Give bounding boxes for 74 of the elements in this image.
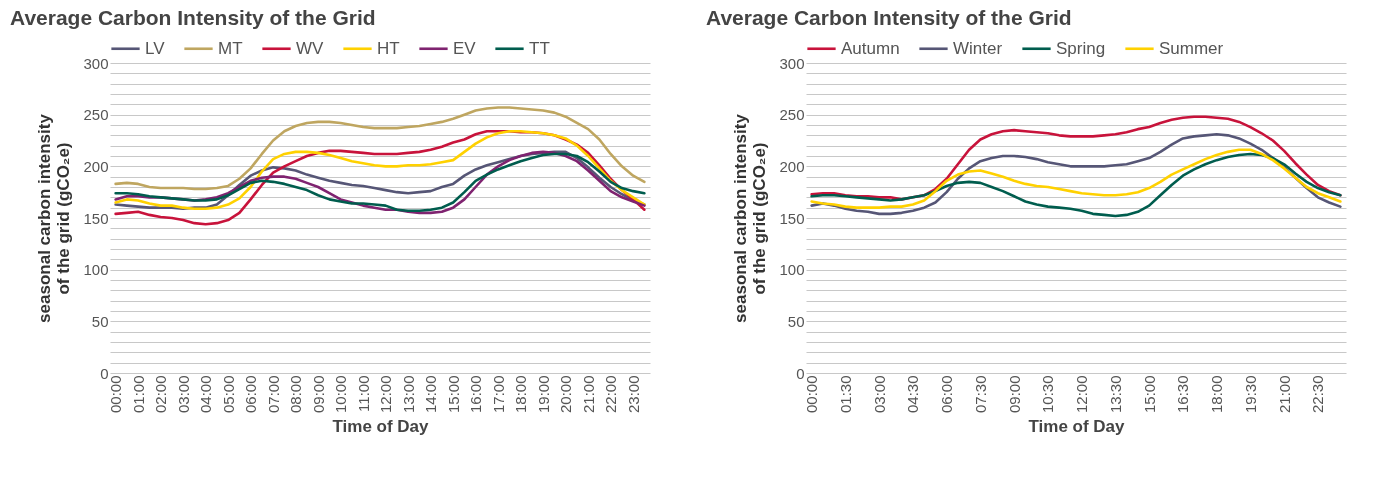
y-tick-label: 200	[83, 157, 109, 175]
legend-label: MT	[218, 38, 243, 58]
legend-label: LV	[145, 38, 166, 58]
x-tick-label: 11:00	[354, 375, 372, 412]
y-tick-label: 100	[779, 261, 805, 279]
x-tick-label: 05:00	[219, 375, 237, 414]
x-tick-label: 22:30	[1309, 375, 1327, 414]
legend-label: WV	[296, 38, 325, 58]
x-tick-label: 09:00	[309, 375, 327, 414]
x-tick-label: 13:00	[399, 375, 417, 414]
chart-title: Average Carbon Intensity of the Grid	[10, 6, 376, 29]
x-tick-label: 09:00	[1005, 375, 1023, 414]
x-tick-label: 14:00	[422, 375, 440, 414]
x-tick-label: 04:00	[197, 375, 215, 414]
x-tick-label: 06:00	[242, 375, 260, 414]
y-tick-label: 50	[91, 312, 109, 330]
legend-label: HT	[377, 38, 400, 58]
legend-label: EV	[453, 38, 477, 58]
line-series	[810, 152, 1342, 218]
x-tick-label: 08:00	[287, 375, 305, 414]
x-tick-label: 10:00	[332, 375, 350, 414]
x-axis-title: Time of Day	[332, 417, 430, 437]
x-tick-label: 00:00	[107, 375, 125, 414]
line-series	[810, 148, 1342, 209]
x-axis-title: Time of Day	[1028, 417, 1126, 437]
x-tick-label: 15:00	[444, 375, 462, 414]
x-tick-label: 19:00	[534, 375, 552, 414]
x-tick-label: 19:30	[1241, 375, 1259, 414]
x-tick-label: 01:00	[129, 375, 147, 414]
legend-label: Spring	[1056, 38, 1106, 58]
x-tick-label: 03:00	[870, 375, 888, 414]
x-tick-label: 20:00	[557, 375, 575, 414]
x-tick-label: 07:30	[971, 375, 989, 414]
x-tick-label: 22:00	[602, 375, 620, 414]
legend-label: Autumn	[841, 38, 900, 58]
x-tick-label: 03:00	[174, 375, 192, 414]
x-tick-label: 21:00	[1275, 375, 1293, 414]
y-axis-title: seasonal carbon intensity of the grid (gCO₂e)	[35, 113, 74, 323]
line-series	[114, 106, 646, 191]
x-tick-label: 18:00	[512, 375, 530, 414]
x-tick-label: 04:30	[904, 375, 922, 414]
x-tick-label: 06:00	[938, 375, 956, 414]
y-tick-label: 100	[83, 261, 109, 279]
legend-label: Summer	[1159, 38, 1224, 58]
legend-label: TT	[529, 38, 550, 58]
x-tick-label: 07:00	[264, 375, 282, 414]
y-tick-label: 250	[779, 106, 805, 124]
x-tick-label: 00:00	[803, 375, 821, 414]
x-tick-label: 16:00	[467, 375, 485, 414]
x-tick-label: 17:00	[489, 375, 507, 414]
y-tick-label: 300	[83, 54, 109, 72]
y-tick-label: 50	[787, 312, 805, 330]
y-tick-label: 250	[83, 106, 109, 124]
y-tick-label: 0	[100, 364, 109, 382]
x-tick-label: 21:00	[579, 375, 597, 414]
x-tick-label: 10:30	[1039, 375, 1057, 414]
x-tick-label: 16:30	[1174, 375, 1192, 414]
line-series	[114, 129, 646, 210]
y-tick-label: 0	[796, 364, 805, 382]
x-tick-label: 02:00	[152, 375, 170, 414]
y-tick-label: 150	[779, 209, 805, 227]
y-tick-label: 150	[83, 209, 109, 227]
x-tick-label: 01:30	[836, 375, 854, 414]
chart-title: Average Carbon Intensity of the Grid	[706, 6, 1072, 29]
x-tick-label: 15:00	[1140, 375, 1158, 414]
x-tick-label: 12:00	[1073, 375, 1091, 414]
y-tick-label: 200	[779, 157, 805, 175]
x-tick-label: 12:00	[377, 375, 395, 414]
x-tick-label: 23:00	[624, 375, 642, 414]
x-tick-label: 13:30	[1106, 375, 1124, 414]
legend-label: Winter	[953, 38, 1003, 58]
x-tick-label: 18:00	[1208, 375, 1226, 414]
y-tick-label: 300	[779, 54, 805, 72]
y-axis-title: seasonal carbon intensity of the grid (gCO₂e)	[731, 113, 770, 323]
